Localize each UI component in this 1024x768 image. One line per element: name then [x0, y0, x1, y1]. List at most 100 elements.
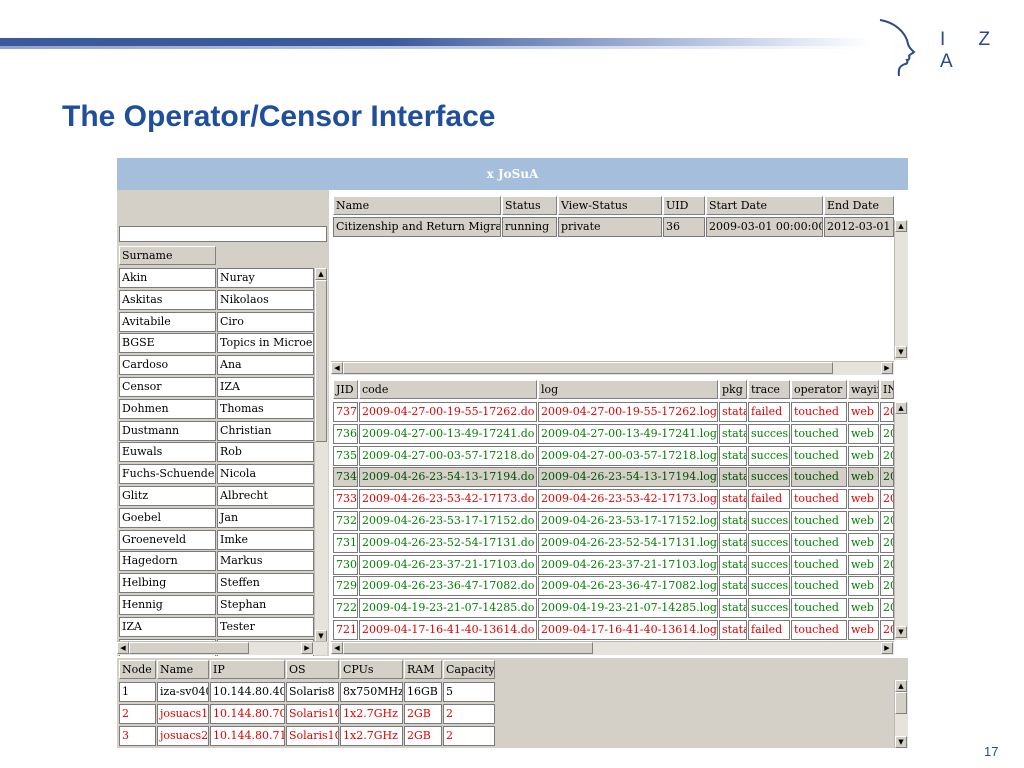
nodes-header-ram[interactable]: RAM	[404, 660, 442, 679]
surname-cell[interactable]: Groeneveld	[119, 529, 216, 550]
job-trace-cell[interactable]: success	[748, 511, 790, 531]
firstname-cell[interactable]: Nicola	[217, 464, 314, 485]
project-uid-cell[interactable]: 36	[663, 217, 705, 237]
surname-cell[interactable]: Hennig	[119, 595, 216, 615]
scroll-thumb[interactable]	[315, 280, 327, 442]
projects-header-start-date[interactable]: Start Date	[706, 196, 823, 215]
project-view-status-cell[interactable]: private	[558, 217, 662, 237]
jobs-header-operator[interactable]: operator	[791, 380, 847, 399]
projects-header-uid[interactable]: UID	[663, 196, 705, 215]
job-wayin-cell[interactable]: web	[848, 489, 879, 510]
firstname-cell[interactable]: Jan	[217, 507, 314, 528]
firstname-cell[interactable]: Albrecht	[217, 486, 314, 506]
job-in-cell[interactable]: 20	[880, 489, 894, 510]
jobs-header-wayin[interactable]: wayin	[848, 380, 879, 399]
job-pkg-cell[interactable]: stata	[719, 598, 747, 619]
scroll-up-icon[interactable]: ▲	[895, 220, 907, 232]
projects-header-name[interactable]: Name	[333, 196, 501, 215]
nodes-header-ip[interactable]: IP	[210, 660, 285, 679]
job-in-cell[interactable]: 20	[880, 554, 894, 575]
node-capacity-cell[interactable]: 2	[443, 726, 495, 746]
people-vertical-scrollbar[interactable]: ▲ ▼	[314, 268, 328, 642]
surname-cell[interactable]: Dohmen	[119, 398, 216, 419]
job-pkg-cell[interactable]: stata	[719, 489, 747, 510]
job-pkg-cell[interactable]: stata	[719, 620, 747, 640]
firstname-cell[interactable]: Nikolaos	[217, 289, 314, 310]
scroll-up-icon[interactable]: ▲	[315, 268, 327, 280]
job-jid-cell[interactable]: 732	[333, 511, 358, 531]
job-operator-cell[interactable]: touched	[791, 576, 847, 597]
projects-header-end-date[interactable]: End Date	[824, 196, 894, 215]
projects-horizontal-scrollbar[interactable]: ◀ ▶	[331, 361, 894, 375]
node-ip-cell[interactable]: 10.144.80.71	[210, 726, 285, 746]
job-wayin-cell[interactable]: web	[848, 402, 879, 422]
surname-cell[interactable]: Helbing	[119, 573, 216, 594]
job-code-cell[interactable]: 2009-04-26-23-54-13-17194.do	[359, 467, 537, 488]
project-status-cell[interactable]: running	[502, 217, 557, 237]
projects-vertical-scrollbar[interactable]: ▲ ▼	[894, 220, 908, 360]
job-code-cell[interactable]: 2009-04-19-23-21-07-14285.do	[359, 598, 537, 619]
job-trace-cell[interactable]: success	[748, 423, 790, 444]
scroll-thumb[interactable]	[129, 642, 249, 654]
node-name-cell[interactable]: iza-sv040	[157, 682, 209, 702]
job-wayin-cell[interactable]: web	[848, 620, 879, 640]
job-trace-cell[interactable]: failed	[748, 402, 790, 422]
job-wayin-cell[interactable]: web	[848, 576, 879, 597]
firstname-cell[interactable]: Ana	[217, 355, 314, 376]
job-trace-cell[interactable]: success	[748, 532, 790, 553]
surname-cell[interactable]: Hagedorn	[119, 551, 216, 572]
job-code-cell[interactable]: 2009-04-26-23-37-21-17103.do	[359, 554, 537, 575]
job-trace-cell[interactable]: success	[748, 576, 790, 597]
scroll-right-icon[interactable]: ▶	[301, 642, 313, 654]
job-trace-cell[interactable]: success	[748, 445, 790, 466]
job-operator-cell[interactable]: touched	[791, 532, 847, 553]
job-log-cell[interactable]: 2009-04-26-23-36-47-17082.log	[538, 576, 718, 597]
projects-header-status[interactable]: Status	[502, 196, 557, 215]
job-code-cell[interactable]: 2009-04-26-23-53-17-17152.do	[359, 511, 537, 531]
surname-cell[interactable]: Askitas	[119, 289, 216, 310]
firstname-cell[interactable]: Ciro	[217, 311, 314, 332]
nodes-header-capacity[interactable]: Capacity	[443, 660, 495, 679]
project-end-date-cell[interactable]: 2012-03-01 0	[824, 217, 894, 237]
job-jid-cell[interactable]: 736	[333, 423, 358, 444]
job-pkg-cell[interactable]: stata	[719, 402, 747, 422]
job-in-cell[interactable]: 20	[880, 532, 894, 553]
node-capacity-cell[interactable]: 5	[443, 682, 495, 702]
scroll-down-icon[interactable]: ▼	[895, 736, 907, 748]
firstname-cell[interactable]: Markus	[217, 551, 314, 572]
firstname-cell[interactable]: Rob	[217, 442, 314, 463]
job-log-cell[interactable]: 2009-04-26-23-54-13-17194.log	[538, 467, 718, 488]
scroll-thumb[interactable]	[343, 642, 593, 654]
nodes-header-node[interactable]: Node	[119, 660, 156, 679]
surname-cell[interactable]: Dustmann	[119, 420, 216, 441]
jobs-vertical-scrollbar[interactable]: ▲ ▼	[894, 402, 908, 640]
job-jid-cell[interactable]: 721	[333, 620, 358, 640]
surname-column-header[interactable]: Surname	[119, 246, 216, 265]
scroll-left-icon[interactable]: ◀	[331, 642, 343, 654]
node-os-cell[interactable]: Solaris10	[286, 704, 339, 724]
job-jid-cell[interactable]: 737	[333, 402, 358, 422]
node-ram-cell[interactable]: 16GB	[404, 682, 442, 702]
node-ip-cell[interactable]: 10.144.80.40	[210, 682, 285, 702]
job-code-cell[interactable]: 2009-04-17-16-41-40-13614.do	[359, 620, 537, 640]
firstname-cell[interactable]: Nuray	[217, 268, 314, 288]
job-pkg-cell[interactable]: stata	[719, 511, 747, 531]
job-log-cell[interactable]: 2009-04-26-23-52-54-17131.log	[538, 532, 718, 553]
job-log-cell[interactable]: 2009-04-26-23-53-42-17173.log	[538, 489, 718, 510]
job-operator-cell[interactable]: touched	[791, 423, 847, 444]
projects-header-view-status[interactable]: View-Status	[558, 196, 662, 215]
job-pkg-cell[interactable]: stata	[719, 423, 747, 444]
job-trace-cell[interactable]: failed	[748, 489, 790, 510]
jobs-header-jid[interactable]: JID	[333, 380, 358, 399]
job-pkg-cell[interactable]: stata	[719, 467, 747, 488]
job-jid-cell[interactable]: 729	[333, 576, 358, 597]
node-node-cell[interactable]: 2	[119, 704, 156, 724]
node-ram-cell[interactable]: 2GB	[404, 704, 442, 724]
job-log-cell[interactable]: 2009-04-27-00-03-57-17218.log	[538, 445, 718, 466]
scroll-right-icon[interactable]: ▶	[881, 642, 893, 654]
job-wayin-cell[interactable]: web	[848, 511, 879, 531]
job-jid-cell[interactable]: 730	[333, 554, 358, 575]
scroll-left-icon[interactable]: ◀	[117, 642, 129, 654]
firstname-cell[interactable]: IZA	[217, 377, 314, 397]
job-wayin-cell[interactable]: web	[848, 467, 879, 488]
